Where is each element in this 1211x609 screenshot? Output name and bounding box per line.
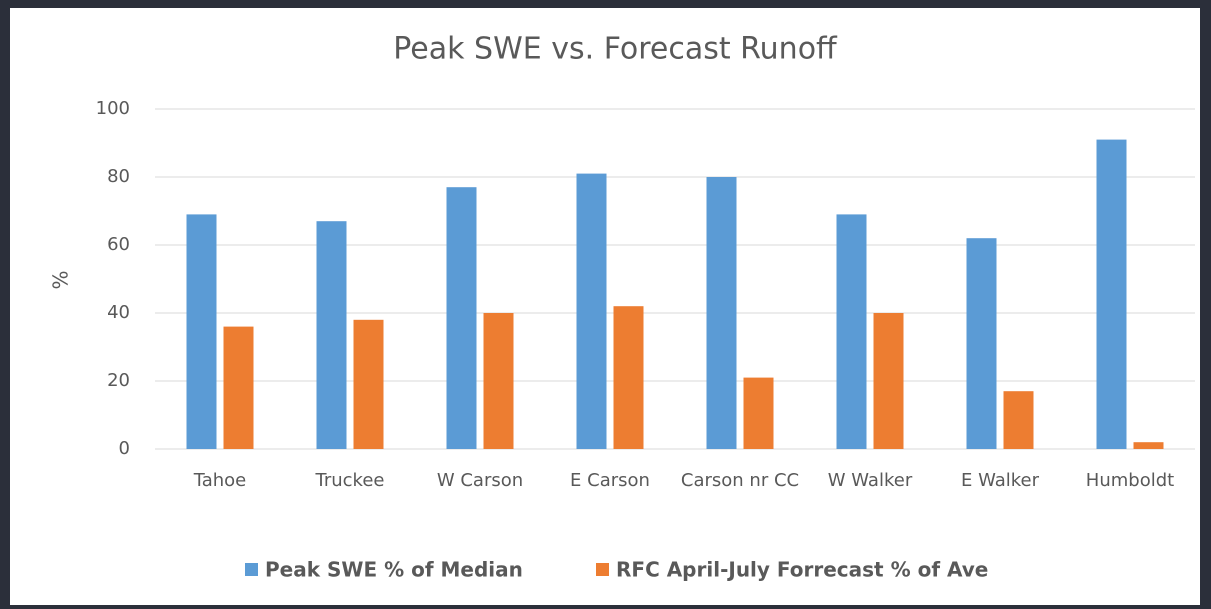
bar [743, 377, 774, 449]
x-tick-label: Tahoe [193, 470, 247, 491]
bar [1096, 139, 1127, 449]
y-tick-label: 40 [107, 302, 130, 323]
y-tick-label: 100 [96, 98, 130, 119]
x-tick-label: W Walker [827, 470, 913, 491]
bar [1133, 442, 1164, 449]
legend-swatch [245, 563, 258, 576]
y-axis-label: % [49, 270, 73, 289]
x-tick-label: Humboldt [1085, 470, 1175, 491]
bar [873, 313, 904, 449]
x-tick-label: E Carson [570, 470, 650, 491]
bar [316, 221, 347, 449]
bar [836, 214, 867, 449]
bar [706, 177, 737, 449]
bar [966, 238, 997, 449]
y-tick-label: 0 [119, 438, 130, 459]
bar [446, 187, 477, 449]
bar [483, 313, 514, 449]
bar [353, 319, 384, 449]
x-tick-label: Carson nr CC [680, 470, 800, 491]
bar [186, 214, 217, 449]
x-tick-label: E Walker [960, 470, 1040, 491]
y-tick-label: 80 [107, 166, 130, 187]
y-tick-label: 60 [107, 234, 130, 255]
bar [1003, 391, 1034, 449]
legend-swatch [596, 563, 609, 576]
bar [613, 306, 644, 449]
bar [223, 326, 254, 449]
x-tick-label: W Carson [436, 470, 524, 491]
legend-label: Peak SWE % of Median [265, 558, 523, 582]
bar [576, 173, 607, 449]
chart-title: Peak SWE vs. Forecast Runoff [393, 32, 838, 67]
y-tick-label: 20 [107, 370, 130, 391]
x-tick-label: Truckee [315, 470, 385, 491]
legend-label: RFC April-July Forrecast % of Ave [616, 558, 988, 582]
